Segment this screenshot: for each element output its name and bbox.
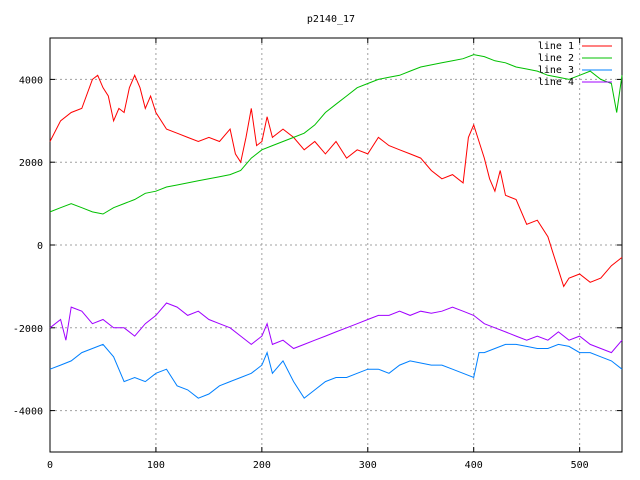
series-line-1 xyxy=(49,74,623,288)
series-line-4 xyxy=(49,302,623,354)
series-lines xyxy=(49,54,623,399)
y-tick-label: 2000 xyxy=(19,158,43,169)
axis-ticks: 0 100 200 300 400 500 -4000 -2000 0 2000 4000 xyxy=(13,38,622,471)
legend-label-3: line 3 xyxy=(538,65,574,76)
series-line-2 xyxy=(49,54,623,215)
y-tick-label: -2000 xyxy=(13,324,43,335)
x-tick-label: 500 xyxy=(571,460,589,471)
y-tick-label: 0 xyxy=(37,241,43,252)
legend-label-2: line 2 xyxy=(538,53,574,64)
legend-label-4: line 4 xyxy=(538,77,574,88)
legend-label-1: line 1 xyxy=(538,41,574,52)
y-tick-label: 4000 xyxy=(19,75,43,86)
x-tick-label: 400 xyxy=(465,460,483,471)
y-tick-label: -4000 xyxy=(13,407,43,418)
series-line-3 xyxy=(49,343,623,399)
x-tick-label: 200 xyxy=(253,460,271,471)
chart-title: p2140_17 xyxy=(307,14,355,25)
grid xyxy=(50,38,622,452)
x-tick-label: 100 xyxy=(147,460,165,471)
x-tick-label: 300 xyxy=(359,460,377,471)
x-tick-label: 0 xyxy=(47,460,53,471)
